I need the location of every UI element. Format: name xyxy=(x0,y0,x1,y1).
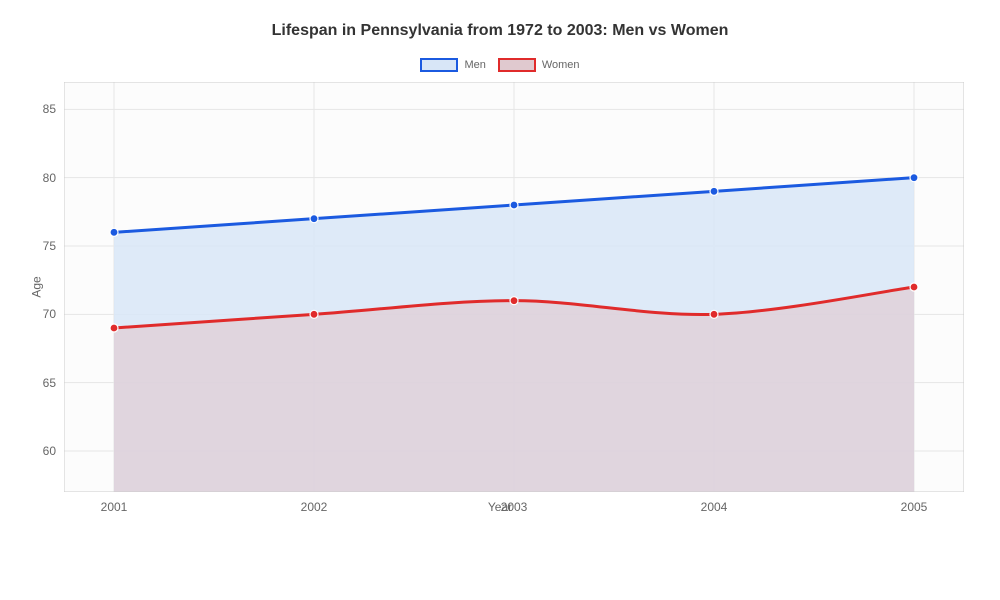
legend: Men Women xyxy=(20,58,980,72)
y-tick: 60 xyxy=(43,444,56,458)
chart-title: Lifespan in Pennsylvania from 1972 to 20… xyxy=(20,22,980,40)
x-tick: 2004 xyxy=(701,500,728,514)
legend-label-women: Women xyxy=(542,59,580,71)
y-tick: 85 xyxy=(43,102,56,116)
legend-swatch-men xyxy=(420,58,458,72)
chart-svg xyxy=(64,82,964,492)
x-tick: 2003 xyxy=(501,500,528,514)
legend-item-men[interactable]: Men xyxy=(420,58,485,72)
y-tick: 80 xyxy=(43,171,56,185)
y-tick: 75 xyxy=(43,239,56,253)
legend-label-men: Men xyxy=(464,59,485,71)
legend-swatch-women xyxy=(498,58,536,72)
legend-item-women[interactable]: Women xyxy=(498,58,580,72)
plot-area: Age 60657075808520012002200320042005 xyxy=(64,82,960,492)
y-tick: 65 xyxy=(43,376,56,390)
x-tick: 2002 xyxy=(301,500,328,514)
chart-container: Lifespan in Pennsylvania from 1972 to 20… xyxy=(0,0,1000,600)
x-tick: 2005 xyxy=(901,500,928,514)
x-tick: 2001 xyxy=(101,500,128,514)
y-tick: 70 xyxy=(43,307,56,321)
y-axis-label: Age xyxy=(30,276,44,297)
